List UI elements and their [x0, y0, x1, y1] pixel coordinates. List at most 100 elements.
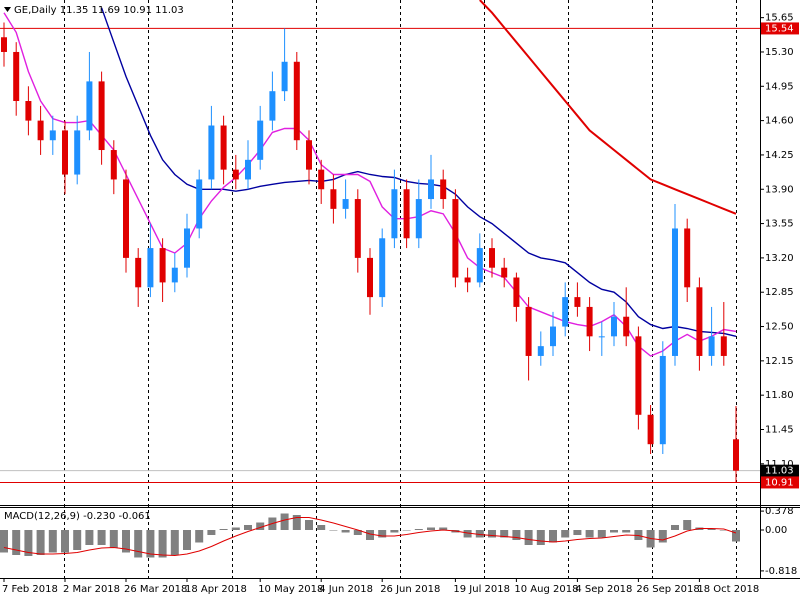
candle-body: [403, 189, 410, 239]
macd-bar: [683, 520, 692, 530]
macd-bar: [329, 530, 338, 531]
x-tick-label: 7 Feb 2018: [2, 584, 58, 595]
candle-body: [598, 336, 605, 338]
candle-body: [440, 179, 447, 200]
candle-body: [306, 140, 312, 170]
macd-bar: [158, 530, 167, 558]
candle-body: [476, 248, 483, 283]
candle-body: [123, 179, 129, 258]
candle-body: [74, 130, 81, 175]
y-tick-label: 0.378: [765, 506, 794, 517]
y-tick-label: 11.80: [765, 390, 794, 401]
candle-body: [367, 257, 373, 298]
macd-bar: [390, 530, 399, 533]
price-label-box: [761, 464, 799, 477]
candle-body: [708, 336, 715, 356]
macd-bar: [109, 530, 118, 548]
macd-bar: [134, 530, 143, 558]
y-tick-label: 12.50: [765, 322, 794, 333]
candle-body: [379, 238, 386, 298]
candle-body: [696, 287, 703, 356]
candle-body: [464, 277, 471, 283]
y-tick-label: 13.90: [765, 184, 794, 195]
candle-body: [13, 51, 20, 101]
price-label: 10.91: [765, 477, 794, 488]
menu-triangle[interactable]: [4, 7, 11, 12]
candle-body: [635, 336, 642, 415]
candle-body: [49, 130, 56, 141]
macd-bar: [707, 529, 716, 530]
y-tick-label: 13.20: [765, 253, 794, 264]
macd-bar: [12, 530, 21, 555]
candle-body: [159, 248, 166, 283]
y-tick-label: 14.60: [765, 116, 794, 127]
candle-body: [147, 248, 154, 288]
macd-bar: [219, 529, 228, 530]
candle-body: [281, 61, 288, 92]
candle-body: [37, 120, 44, 141]
macd-bar: [24, 530, 33, 556]
candle-body: [489, 248, 495, 268]
candle-body: [733, 439, 739, 471]
candle-body: [232, 169, 239, 180]
macd-bar: [292, 515, 301, 530]
candle-body: [257, 120, 264, 160]
macd-pane: [0, 513, 740, 558]
macd-bar: [341, 530, 350, 533]
y-tick-label: 13.55: [765, 219, 794, 230]
candle-body: [550, 326, 556, 347]
macd-bar: [719, 530, 728, 531]
macd-bar: [97, 530, 106, 545]
x-tick-label: 18 Apr 2018: [185, 584, 247, 595]
macd-bar: [475, 530, 484, 538]
candle-body: [184, 228, 190, 268]
macd-bar: [366, 530, 374, 540]
candle-body: [1, 37, 7, 52]
macd-bar: [48, 530, 57, 553]
y-tick-label: 0.00: [765, 525, 787, 536]
macd-bar: [512, 530, 521, 540]
macd-signal: [3, 517, 737, 557]
macd-bar: [463, 530, 472, 538]
macd-bar: [402, 530, 411, 531]
candle-body: [501, 267, 508, 278]
candle-body: [318, 169, 325, 190]
candle-body: [428, 179, 434, 200]
candle-body: [513, 277, 520, 307]
macd-bar: [439, 527, 448, 530]
y-tick-label: 14.95: [765, 81, 794, 92]
macd-bar: [353, 530, 362, 535]
macd-bar: [36, 530, 45, 555]
macd-bar: [256, 522, 265, 530]
x-tick-label: 26 Jun 2018: [380, 584, 440, 595]
macd-bar: [561, 530, 570, 538]
macd-bar: [61, 530, 69, 553]
candle-body: [586, 306, 593, 337]
price-label: 11.03: [765, 466, 794, 477]
candle-body: [269, 91, 276, 121]
candle-body: [220, 125, 227, 170]
macd-bar: [170, 530, 179, 555]
x-tick-label: 10 Aug 2018: [514, 584, 578, 595]
candle-body: [25, 101, 32, 121]
y-tick-label: 15.30: [765, 47, 794, 58]
x-tick-label: 2 Mar 2018: [63, 584, 120, 595]
macd-bar: [427, 527, 435, 530]
candle-body: [659, 355, 666, 445]
candle-body: [196, 179, 203, 229]
separators: [64, 0, 737, 578]
macd-bar: [122, 530, 130, 553]
candle-body: [342, 199, 349, 209]
macd-bar: [305, 520, 313, 530]
candle-body: [623, 316, 630, 337]
macd-bar: [244, 525, 252, 530]
candle-body: [647, 414, 654, 445]
macd-bar: [73, 530, 82, 550]
macd-title: MACD(12,26,9) -0.230 -0.061: [4, 511, 151, 522]
axes: 15.65 15.30 14.95 14.60 14.25 13.90 13.55 13.20…: [2, 13, 799, 595]
macd-bar: [597, 530, 606, 538]
candle-body: [330, 189, 337, 209]
macd-bar: [317, 525, 326, 530]
macd-bar: [585, 530, 594, 538]
